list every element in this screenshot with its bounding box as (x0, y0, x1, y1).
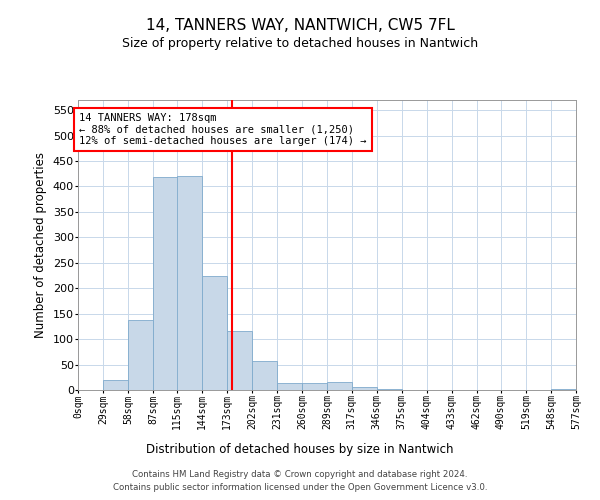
Y-axis label: Number of detached properties: Number of detached properties (34, 152, 47, 338)
Bar (302, 383, 328, 390)
Bar (227, 331, 253, 390)
Bar (253, 361, 277, 390)
Bar (103, 380, 128, 390)
Bar (202, 276, 227, 390)
Bar (328, 382, 352, 390)
Bar (177, 176, 202, 390)
Text: 14 TANNERS WAY: 178sqm
← 88% of detached houses are smaller (1,250)
12% of semi-: 14 TANNERS WAY: 178sqm ← 88% of detached… (79, 112, 367, 146)
Text: Size of property relative to detached houses in Nantwich: Size of property relative to detached ho… (122, 38, 478, 51)
Text: Distribution of detached houses by size in Nantwich: Distribution of detached houses by size … (146, 442, 454, 456)
Bar (128, 320, 153, 390)
Bar (352, 387, 377, 390)
Text: 14, TANNERS WAY, NANTWICH, CW5 7FL: 14, TANNERS WAY, NANTWICH, CW5 7FL (146, 18, 454, 32)
Bar (153, 178, 178, 390)
Bar (277, 384, 302, 390)
Text: Contains public sector information licensed under the Open Government Licence v3: Contains public sector information licen… (113, 482, 487, 492)
Text: Contains HM Land Registry data © Crown copyright and database right 2024.: Contains HM Land Registry data © Crown c… (132, 470, 468, 479)
